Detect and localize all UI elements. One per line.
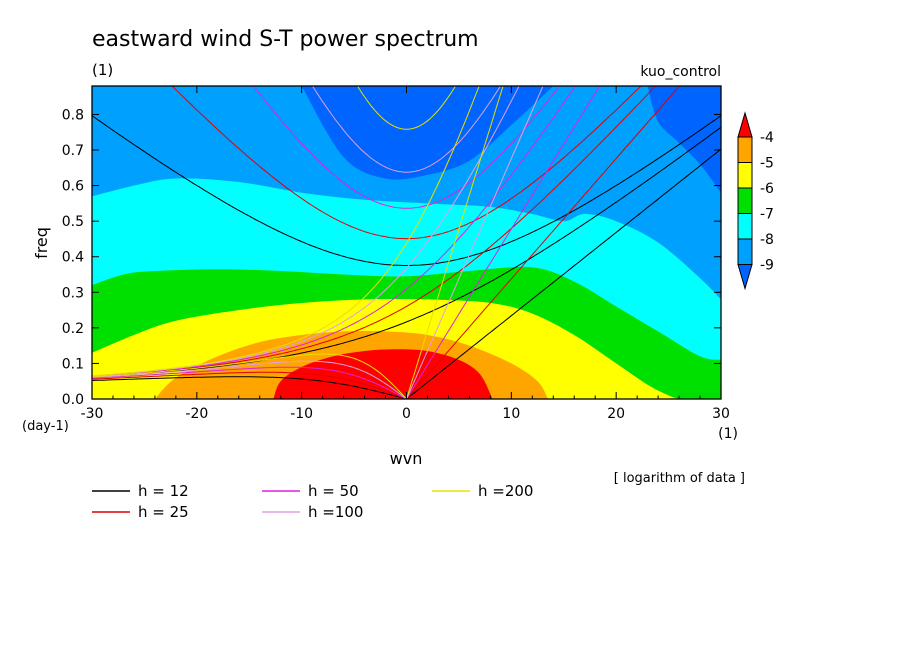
y-tick-label: 0.8 bbox=[62, 107, 84, 123]
y-tick-label: 0.6 bbox=[62, 179, 84, 195]
colorbar-label: -6 bbox=[760, 181, 774, 197]
data-note: [ logarithm of data ] bbox=[614, 471, 745, 486]
colorbar-top-arrow bbox=[737, 111, 753, 138]
subtitle-right: kuo_control bbox=[640, 64, 721, 80]
colorbar-segment bbox=[737, 238, 753, 265]
y-tick-label: 0.1 bbox=[62, 356, 84, 372]
legend-label: h =200 bbox=[478, 482, 533, 500]
mrg-curve-12 bbox=[92, 126, 721, 378]
fill-level-10 bbox=[301, 86, 554, 180]
mrg-curve-25 bbox=[92, 86, 657, 378]
fill-level-4 bbox=[273, 349, 493, 399]
ig-curve-50 bbox=[252, 86, 561, 209]
y-axis-ticks: 0.0 0.1 0.2 0.3 0.4 0.5 0.6 0.7 0.8 bbox=[62, 107, 721, 408]
x-tick-label: 20 bbox=[607, 406, 625, 422]
legend-label: h = 50 bbox=[308, 482, 359, 500]
fill-level-10 bbox=[647, 86, 721, 193]
colorbar-label: -4 bbox=[760, 130, 774, 146]
colorbar-label: -8 bbox=[760, 232, 774, 248]
contour-fills bbox=[92, 86, 721, 399]
colorbar-label: -5 bbox=[760, 156, 774, 172]
y-tick-label: 0.2 bbox=[62, 321, 84, 337]
y-tick-label: 0.5 bbox=[62, 214, 84, 230]
ig-curve-100 bbox=[311, 86, 502, 173]
colorbar-segment bbox=[737, 187, 753, 214]
rossby-curve-12 bbox=[92, 376, 407, 399]
colorbar-segment bbox=[737, 213, 753, 240]
y-axis-unit: (day-1) bbox=[22, 419, 69, 434]
rossby-curve-200 bbox=[92, 353, 407, 399]
ig-curve-12 bbox=[92, 115, 721, 266]
legend-label: h =100 bbox=[308, 503, 363, 521]
kelvin-curve-200 bbox=[406, 86, 504, 399]
y-tick-label: 0.7 bbox=[62, 143, 84, 159]
x-axis-ticks: -30 -20 -10 0 10 20 30 bbox=[81, 86, 730, 422]
colorbar-label: -7 bbox=[760, 207, 774, 223]
rossby-curve-50 bbox=[92, 366, 407, 399]
chart-title: eastward wind S-T power spectrum bbox=[92, 27, 479, 52]
y-axis-label: freq bbox=[32, 227, 51, 259]
x-tick-label: 10 bbox=[502, 406, 520, 422]
mrg-curve-200 bbox=[92, 86, 480, 377]
colorbar: -4 -5 -6 -7 -8 -9 bbox=[737, 111, 774, 291]
legend-label: h = 25 bbox=[138, 503, 189, 521]
kelvin-curve-100 bbox=[406, 86, 544, 399]
dispersion-curves bbox=[92, 86, 721, 399]
mrg-curve-100 bbox=[92, 86, 520, 377]
ig-curve-200 bbox=[356, 86, 457, 130]
x-axis-label: wvn bbox=[390, 449, 423, 468]
kelvin-curve-50 bbox=[406, 86, 601, 399]
x-tick-label: -20 bbox=[185, 406, 208, 422]
colorbar-segment bbox=[737, 162, 753, 189]
rossby-curve-25 bbox=[92, 371, 407, 399]
x-tick-label: -30 bbox=[81, 406, 104, 422]
y-tick-label: 0.0 bbox=[62, 392, 84, 408]
legend-label: h = 12 bbox=[138, 482, 189, 500]
colorbar-bottom-arrow bbox=[737, 264, 753, 291]
x-tick-label: 30 bbox=[712, 406, 730, 422]
colorbar-segment bbox=[737, 136, 753, 163]
kelvin-curve-25 bbox=[406, 86, 681, 399]
x-axis-unit: (1) bbox=[718, 426, 738, 442]
legend: h = 12 h = 25 h = 50 h =100 h =200 bbox=[92, 482, 533, 521]
kelvin-curve-12 bbox=[406, 148, 721, 399]
mrg-curve-50 bbox=[92, 86, 577, 377]
ig-curve-25 bbox=[171, 86, 642, 240]
x-tick-label: -10 bbox=[290, 406, 313, 422]
colorbar-label: -9 bbox=[760, 258, 774, 274]
rossby-curve-100 bbox=[92, 360, 407, 399]
y-tick-label: 0.3 bbox=[62, 285, 84, 301]
subtitle-left: (1) bbox=[92, 61, 113, 79]
x-tick-label: 0 bbox=[402, 406, 411, 422]
y-tick-label: 0.4 bbox=[62, 250, 84, 266]
